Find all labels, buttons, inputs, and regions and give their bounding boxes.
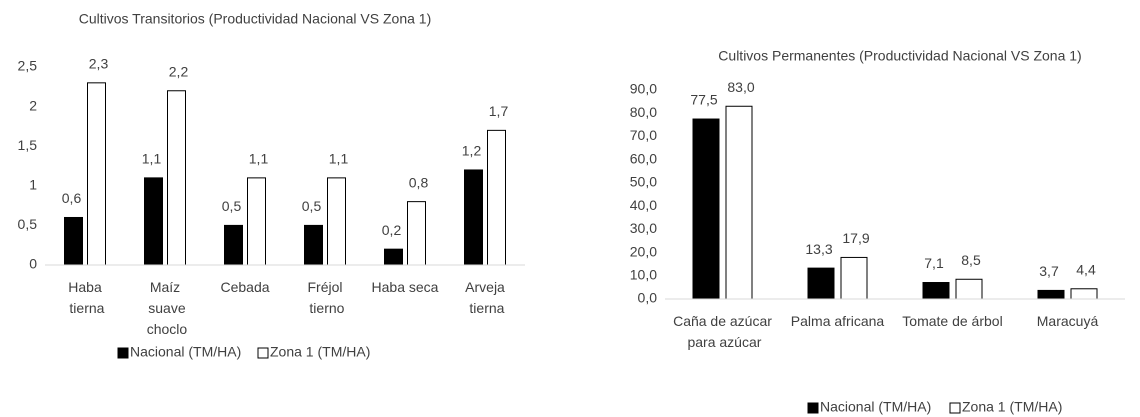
- legend-swatch: [117, 347, 129, 359]
- bar: [922, 282, 950, 300]
- legend-swatch: [257, 347, 269, 359]
- bar: [167, 90, 186, 266]
- x-tick-label: Tomate de árbol: [902, 313, 1002, 329]
- y-tick-label: 2: [29, 97, 37, 113]
- bar: [725, 105, 753, 300]
- bar: [955, 278, 983, 300]
- y-tick-label: 60,0: [630, 150, 657, 166]
- y-tick-label: 30,0: [630, 220, 657, 236]
- bar: [64, 216, 83, 266]
- x-tick-label: Cebada: [220, 279, 269, 295]
- y-tick-label: 0: [29, 256, 37, 272]
- data-label: 17,9: [842, 230, 869, 246]
- bar: [407, 201, 426, 266]
- data-label: 0,5: [222, 198, 242, 214]
- legend-label: Zona 1 (TM/HA): [962, 399, 1062, 415]
- y-tick-label: 40,0: [630, 197, 657, 213]
- data-label: 8,5: [961, 252, 981, 268]
- y-tick-label: 0,5: [18, 216, 38, 232]
- legend-label: Nacional (TM/HA): [820, 399, 931, 415]
- y-tick-label: 1,5: [18, 137, 38, 153]
- y-tick-label: 50,0: [630, 174, 657, 190]
- legend-label: Nacional (TM/HA): [130, 344, 241, 360]
- data-label: 3,7: [1039, 263, 1059, 279]
- data-label: 0,2: [382, 222, 402, 238]
- chart-title: Cultivos Transitorios (Productividad Nac…: [79, 11, 432, 27]
- legend-swatch: [807, 402, 819, 414]
- bar: [304, 224, 323, 266]
- bar: [1037, 289, 1065, 300]
- x-tick-label: Palma africana: [791, 313, 885, 329]
- data-label: 1,2: [462, 143, 482, 159]
- x-tick-label: Maíz suave choclo: [143, 279, 188, 337]
- data-label: 2,2: [169, 63, 189, 79]
- data-label: 13,3: [805, 241, 832, 257]
- y-tick-label: 70,0: [630, 127, 657, 143]
- data-label: 0,6: [62, 190, 82, 206]
- bar: [807, 267, 835, 300]
- y-tick-label: 20,0: [630, 243, 657, 259]
- data-label: 7,1: [924, 255, 944, 271]
- chart-title: Cultivos Permanentes (Productividad Naci…: [718, 48, 1081, 64]
- data-label: 0,8: [409, 174, 429, 190]
- bar: [464, 169, 483, 266]
- bar: [144, 177, 163, 266]
- y-tick-label: 10,0: [630, 266, 657, 282]
- bar: [840, 256, 868, 300]
- bar: [224, 224, 243, 266]
- data-label: 77,5: [690, 92, 717, 108]
- x-tick-label: Caña de azúcar para azúcar: [673, 313, 772, 350]
- data-label: 4,4: [1076, 261, 1096, 277]
- bar: [247, 177, 266, 266]
- data-label: 1,1: [329, 151, 349, 167]
- bar: [1070, 288, 1098, 300]
- legend-swatch: [949, 402, 961, 414]
- y-tick-label: 0,0: [638, 290, 658, 306]
- legend-label: Zona 1 (TM/HA): [270, 344, 370, 360]
- data-label: 2,3: [89, 56, 109, 72]
- bar: [87, 82, 106, 266]
- y-tick-label: 80,0: [630, 104, 657, 120]
- x-tick-label: Haba seca: [372, 279, 439, 295]
- x-tick-label: Fréjol tierno: [306, 279, 345, 316]
- data-label: 1,7: [489, 103, 509, 119]
- y-tick-label: 2,5: [18, 58, 38, 74]
- bar: [487, 129, 506, 266]
- data-label: 1,1: [249, 151, 269, 167]
- x-tick-label: Arveja tierna: [465, 279, 505, 316]
- data-label: 0,5: [302, 198, 322, 214]
- data-label: 1,1: [142, 151, 162, 167]
- x-tick-label: Haba tierna: [66, 279, 105, 316]
- bar: [384, 248, 403, 266]
- x-tick-label: Maracuyá: [1037, 313, 1099, 329]
- y-tick-label: 1: [29, 177, 37, 193]
- bar: [692, 118, 720, 300]
- data-label: 83,0: [727, 79, 754, 95]
- y-tick-label: 90,0: [630, 81, 657, 97]
- bar: [327, 177, 346, 266]
